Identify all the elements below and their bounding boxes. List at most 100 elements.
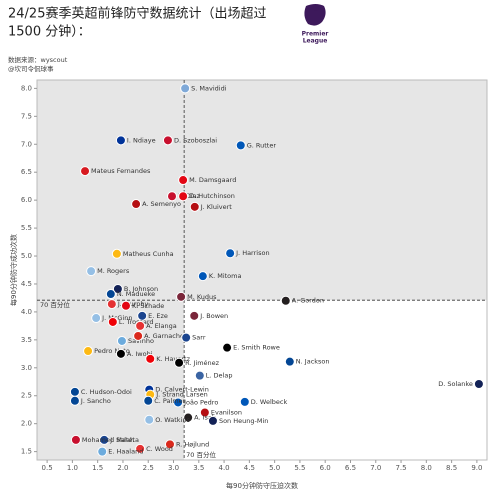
player-label: M. Rogers	[97, 267, 130, 275]
player-badge	[167, 191, 177, 202]
player-badge	[105, 289, 116, 300]
player-label: D. Hutchinson	[189, 192, 235, 200]
player-label: K. Mitoma	[209, 272, 242, 280]
x-tick-label: 8.0	[421, 464, 432, 472]
player-label: J. Bowen	[199, 312, 228, 320]
player-badge	[135, 443, 146, 454]
player-badge	[197, 271, 208, 282]
y-tick-label: 6.5	[21, 168, 32, 176]
y-tick-label: 7.5	[21, 112, 32, 120]
player-label: Pedro Neto	[94, 347, 130, 355]
player-badge	[97, 446, 108, 457]
player-badge	[207, 415, 218, 426]
player-badge	[69, 386, 80, 397]
player-label: A. Iwobi	[127, 350, 153, 358]
player-badge	[135, 320, 146, 331]
chart-title: 1500 分钟）：	[8, 24, 91, 40]
player-label: Sarr	[192, 334, 206, 342]
player-label: A. Semenyo	[142, 200, 181, 208]
player-label: J. Kluivert	[200, 203, 233, 211]
player-badge	[83, 346, 94, 357]
player-label: Son Heung-Min	[219, 417, 268, 425]
player-label: C. Palmer	[154, 397, 185, 405]
player-badge	[181, 332, 192, 343]
y-tick-label: 3.5	[21, 336, 32, 344]
logo: Premier League	[302, 4, 328, 45]
player-badge	[173, 397, 184, 408]
player-badge	[284, 356, 295, 367]
player-badge	[143, 395, 154, 406]
player-badge	[239, 396, 250, 407]
player-label: A. Elanga	[146, 322, 177, 330]
x-tick-label: 7.0	[370, 464, 381, 472]
player-badge	[174, 357, 185, 368]
source: 数据来源：wyscout	[8, 55, 68, 64]
player-badge	[137, 310, 148, 321]
player-label: M. Damsgaard	[189, 176, 236, 184]
player-badge	[115, 348, 126, 359]
author: @坎司令侃球事	[8, 64, 54, 73]
x-tick-label: 5.5	[294, 464, 305, 472]
x-tick-label: 2.5	[143, 464, 154, 472]
x-tick-label: 8.5	[446, 464, 457, 472]
logo-crown	[313, 5, 319, 11]
player-label: D. Calvert-Lewin	[155, 386, 209, 394]
player-label: C. Hudson-Odoi	[81, 388, 132, 396]
player-badge	[280, 295, 291, 306]
player-label: J. Sancho	[80, 397, 111, 405]
player-label: A. Isak	[194, 414, 216, 422]
player-label: J. Murphy	[117, 300, 149, 308]
player-label: B. Johnson	[124, 285, 158, 293]
player-label: G. Rutter	[247, 141, 277, 149]
player-label: K. Havertz	[156, 355, 190, 363]
player-label: L. Trossard	[119, 318, 154, 326]
player-badge	[112, 284, 123, 294]
player-badge	[145, 353, 156, 364]
player-badge	[180, 83, 191, 94]
player-badge	[70, 434, 81, 445]
player-label: Evanilson	[211, 409, 242, 417]
player-badge	[194, 370, 205, 381]
player-badge	[176, 291, 187, 302]
y-tick-label: 8.0	[21, 84, 32, 92]
player-label: Mohamed Salah	[82, 436, 134, 444]
player-badge	[199, 407, 210, 418]
player-badge	[91, 313, 102, 324]
player-label: D. Szoboszlai	[174, 136, 217, 144]
player-badge	[120, 300, 131, 311]
y-tick-label: 2.0	[21, 420, 32, 428]
player-label: I. Ndiaye	[127, 136, 156, 144]
x-tick-label: 3.5	[193, 464, 204, 472]
logo-mark	[304, 4, 326, 26]
player-badge	[107, 316, 118, 327]
player-badge	[225, 248, 236, 259]
player-badge	[99, 434, 110, 445]
x-tick-label: 3.0	[168, 464, 179, 472]
player-label: L. Delap	[206, 372, 233, 380]
y-tick-label: 7.0	[21, 140, 32, 148]
chart-title: 24/25赛季英超前锋防守数据统计（出场超过	[8, 6, 266, 22]
player-label: E. Eze	[148, 312, 168, 320]
quadrant-background	[184, 300, 487, 460]
player-badge	[106, 299, 117, 310]
player-badge	[473, 379, 484, 389]
player-badge	[162, 135, 173, 146]
player-label: R. Jiménez	[185, 359, 220, 367]
y-tick-label: 4.0	[21, 308, 32, 316]
player-label: E. Haaland	[108, 448, 143, 456]
y-tick-label: 1.5	[21, 448, 32, 456]
x-tick-label: 2.0	[117, 464, 128, 472]
reference-label: 70 百分位	[40, 300, 70, 309]
player-label: Mateus Fernandes	[91, 167, 151, 175]
player-badge	[222, 342, 233, 353]
reference-label: 70 百分位	[186, 450, 216, 459]
player-label: K. Schade	[132, 302, 164, 310]
player-label: J. Strand Larsen	[155, 391, 207, 399]
logo-text: League	[303, 38, 328, 45]
player-label: A. Garnacho	[144, 332, 184, 340]
player-label: M. Kudus	[187, 293, 217, 301]
x-tick-label: 7.5	[395, 464, 406, 472]
y-tick-label: 5.5	[21, 224, 32, 232]
player-label: D. Solanke	[438, 380, 473, 388]
player-label: Savinho	[128, 337, 154, 345]
